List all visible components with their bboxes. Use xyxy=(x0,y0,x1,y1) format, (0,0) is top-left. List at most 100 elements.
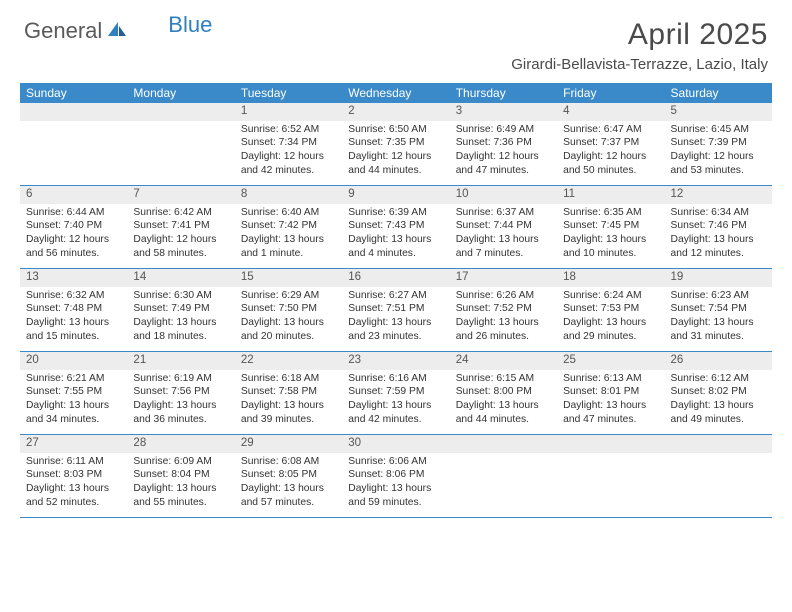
day-number xyxy=(20,103,127,121)
daylight-text-line1: Daylight: 13 hours xyxy=(241,316,336,330)
daylight-text-line2: and 29 minutes. xyxy=(563,330,658,344)
day-info: Sunrise: 6:29 AMSunset: 7:50 PMDaylight:… xyxy=(235,287,342,349)
sunrise-text: Sunrise: 6:09 AM xyxy=(133,455,228,469)
day-cell: 6Sunrise: 6:44 AMSunset: 7:40 PMDaylight… xyxy=(20,186,127,268)
daylight-text-line2: and 57 minutes. xyxy=(241,496,336,510)
location-line: Girardi-Bellavista-Terrazze, Lazio, Ital… xyxy=(511,56,768,73)
daylight-text-line2: and 56 minutes. xyxy=(26,247,121,261)
day-info: Sunrise: 6:16 AMSunset: 7:59 PMDaylight:… xyxy=(342,370,449,432)
day-number: 4 xyxy=(557,103,664,121)
day-header: Monday xyxy=(127,83,234,103)
sunset-text: Sunset: 8:06 PM xyxy=(348,468,443,482)
day-cell: 8Sunrise: 6:40 AMSunset: 7:42 PMDaylight… xyxy=(235,186,342,268)
sunrise-text: Sunrise: 6:45 AM xyxy=(671,123,766,137)
sunrise-text: Sunrise: 6:19 AM xyxy=(133,372,228,386)
sunrise-text: Sunrise: 6:21 AM xyxy=(26,372,121,386)
day-info: Sunrise: 6:32 AMSunset: 7:48 PMDaylight:… xyxy=(20,287,127,349)
logo-text-general: General xyxy=(24,18,102,44)
day-info: Sunrise: 6:52 AMSunset: 7:34 PMDaylight:… xyxy=(235,121,342,183)
sunset-text: Sunset: 7:56 PM xyxy=(133,385,228,399)
day-number: 26 xyxy=(665,352,772,370)
day-header: Friday xyxy=(557,83,664,103)
day-header-row: Sunday Monday Tuesday Wednesday Thursday… xyxy=(20,83,772,103)
day-number: 9 xyxy=(342,186,449,204)
day-number xyxy=(127,103,234,121)
day-number: 27 xyxy=(20,435,127,453)
day-info: Sunrise: 6:49 AMSunset: 7:36 PMDaylight:… xyxy=(450,121,557,183)
day-info: Sunrise: 6:19 AMSunset: 7:56 PMDaylight:… xyxy=(127,370,234,432)
daylight-text-line2: and 44 minutes. xyxy=(348,164,443,178)
daylight-text-line1: Daylight: 13 hours xyxy=(26,482,121,496)
sunrise-text: Sunrise: 6:30 AM xyxy=(133,289,228,303)
day-cell: 16Sunrise: 6:27 AMSunset: 7:51 PMDayligh… xyxy=(342,269,449,351)
day-cell: 4Sunrise: 6:47 AMSunset: 7:37 PMDaylight… xyxy=(557,103,664,185)
daylight-text-line1: Daylight: 13 hours xyxy=(563,316,658,330)
daylight-text-line1: Daylight: 13 hours xyxy=(241,233,336,247)
title-block: April 2025 Girardi-Bellavista-Terrazze, … xyxy=(511,18,768,73)
sunset-text: Sunset: 7:58 PM xyxy=(241,385,336,399)
week-row: 20Sunrise: 6:21 AMSunset: 7:55 PMDayligh… xyxy=(20,352,772,435)
empty-day-cell xyxy=(665,435,772,517)
sunrise-text: Sunrise: 6:15 AM xyxy=(456,372,551,386)
daylight-text-line1: Daylight: 13 hours xyxy=(456,399,551,413)
day-info: Sunrise: 6:23 AMSunset: 7:54 PMDaylight:… xyxy=(665,287,772,349)
day-number: 25 xyxy=(557,352,664,370)
day-info: Sunrise: 6:11 AMSunset: 8:03 PMDaylight:… xyxy=(20,453,127,515)
daylight-text-line2: and 10 minutes. xyxy=(563,247,658,261)
day-number: 30 xyxy=(342,435,449,453)
day-info: Sunrise: 6:13 AMSunset: 8:01 PMDaylight:… xyxy=(557,370,664,432)
day-number: 13 xyxy=(20,269,127,287)
sunrise-text: Sunrise: 6:50 AM xyxy=(348,123,443,137)
day-cell: 18Sunrise: 6:24 AMSunset: 7:53 PMDayligh… xyxy=(557,269,664,351)
day-info: Sunrise: 6:09 AMSunset: 8:04 PMDaylight:… xyxy=(127,453,234,515)
daylight-text-line1: Daylight: 12 hours xyxy=(671,150,766,164)
day-number: 12 xyxy=(665,186,772,204)
day-cell: 26Sunrise: 6:12 AMSunset: 8:02 PMDayligh… xyxy=(665,352,772,434)
empty-day-cell xyxy=(557,435,664,517)
sunset-text: Sunset: 7:54 PM xyxy=(671,302,766,316)
daylight-text-line2: and 36 minutes. xyxy=(133,413,228,427)
day-number xyxy=(557,435,664,453)
day-cell: 11Sunrise: 6:35 AMSunset: 7:45 PMDayligh… xyxy=(557,186,664,268)
day-cell: 27Sunrise: 6:11 AMSunset: 8:03 PMDayligh… xyxy=(20,435,127,517)
sunrise-text: Sunrise: 6:32 AM xyxy=(26,289,121,303)
daylight-text-line2: and 23 minutes. xyxy=(348,330,443,344)
day-cell: 28Sunrise: 6:09 AMSunset: 8:04 PMDayligh… xyxy=(127,435,234,517)
sunset-text: Sunset: 7:46 PM xyxy=(671,219,766,233)
day-number: 28 xyxy=(127,435,234,453)
day-number: 5 xyxy=(665,103,772,121)
day-info: Sunrise: 6:30 AMSunset: 7:49 PMDaylight:… xyxy=(127,287,234,349)
daylight-text-line2: and 12 minutes. xyxy=(671,247,766,261)
daylight-text-line1: Daylight: 13 hours xyxy=(456,316,551,330)
day-info: Sunrise: 6:06 AMSunset: 8:06 PMDaylight:… xyxy=(342,453,449,515)
sunset-text: Sunset: 7:40 PM xyxy=(26,219,121,233)
day-number: 24 xyxy=(450,352,557,370)
day-cell: 25Sunrise: 6:13 AMSunset: 8:01 PMDayligh… xyxy=(557,352,664,434)
sunset-text: Sunset: 7:44 PM xyxy=(456,219,551,233)
sunset-text: Sunset: 7:51 PM xyxy=(348,302,443,316)
sunset-text: Sunset: 7:39 PM xyxy=(671,136,766,150)
sunrise-text: Sunrise: 6:08 AM xyxy=(241,455,336,469)
sunset-text: Sunset: 7:48 PM xyxy=(26,302,121,316)
empty-day-cell xyxy=(450,435,557,517)
day-cell: 5 Sunrise: 6:45 AMSunset: 7:39 PMDaylight… xyxy=(665,103,772,185)
sunrise-text: Sunrise: 6:49 AM xyxy=(456,123,551,137)
sunset-text: Sunset: 7:45 PM xyxy=(563,219,658,233)
day-cell: 14Sunrise: 6:30 AMSunset: 7:49 PMDayligh… xyxy=(127,269,234,351)
daylight-text-line1: Daylight: 13 hours xyxy=(563,233,658,247)
sunset-text: Sunset: 7:59 PM xyxy=(348,385,443,399)
day-info: Sunrise: 6:21 AMSunset: 7:55 PMDaylight:… xyxy=(20,370,127,432)
day-number xyxy=(665,435,772,453)
daylight-text-line1: Daylight: 13 hours xyxy=(133,399,228,413)
day-number: 16 xyxy=(342,269,449,287)
daylight-text-line1: Daylight: 13 hours xyxy=(133,316,228,330)
sunrise-text: Sunrise: 6:37 AM xyxy=(456,206,551,220)
logo: General Blue xyxy=(24,18,212,44)
daylight-text-line1: Daylight: 13 hours xyxy=(348,316,443,330)
header: General Blue April 2025 Girardi-Bellavis… xyxy=(0,0,792,73)
week-row: 6Sunrise: 6:44 AMSunset: 7:40 PMDaylight… xyxy=(20,186,772,269)
day-cell: 3Sunrise: 6:49 AMSunset: 7:36 PMDaylight… xyxy=(450,103,557,185)
day-number: 18 xyxy=(557,269,664,287)
page-title: April 2025 xyxy=(511,18,768,52)
sunrise-text: Sunrise: 6:34 AM xyxy=(671,206,766,220)
